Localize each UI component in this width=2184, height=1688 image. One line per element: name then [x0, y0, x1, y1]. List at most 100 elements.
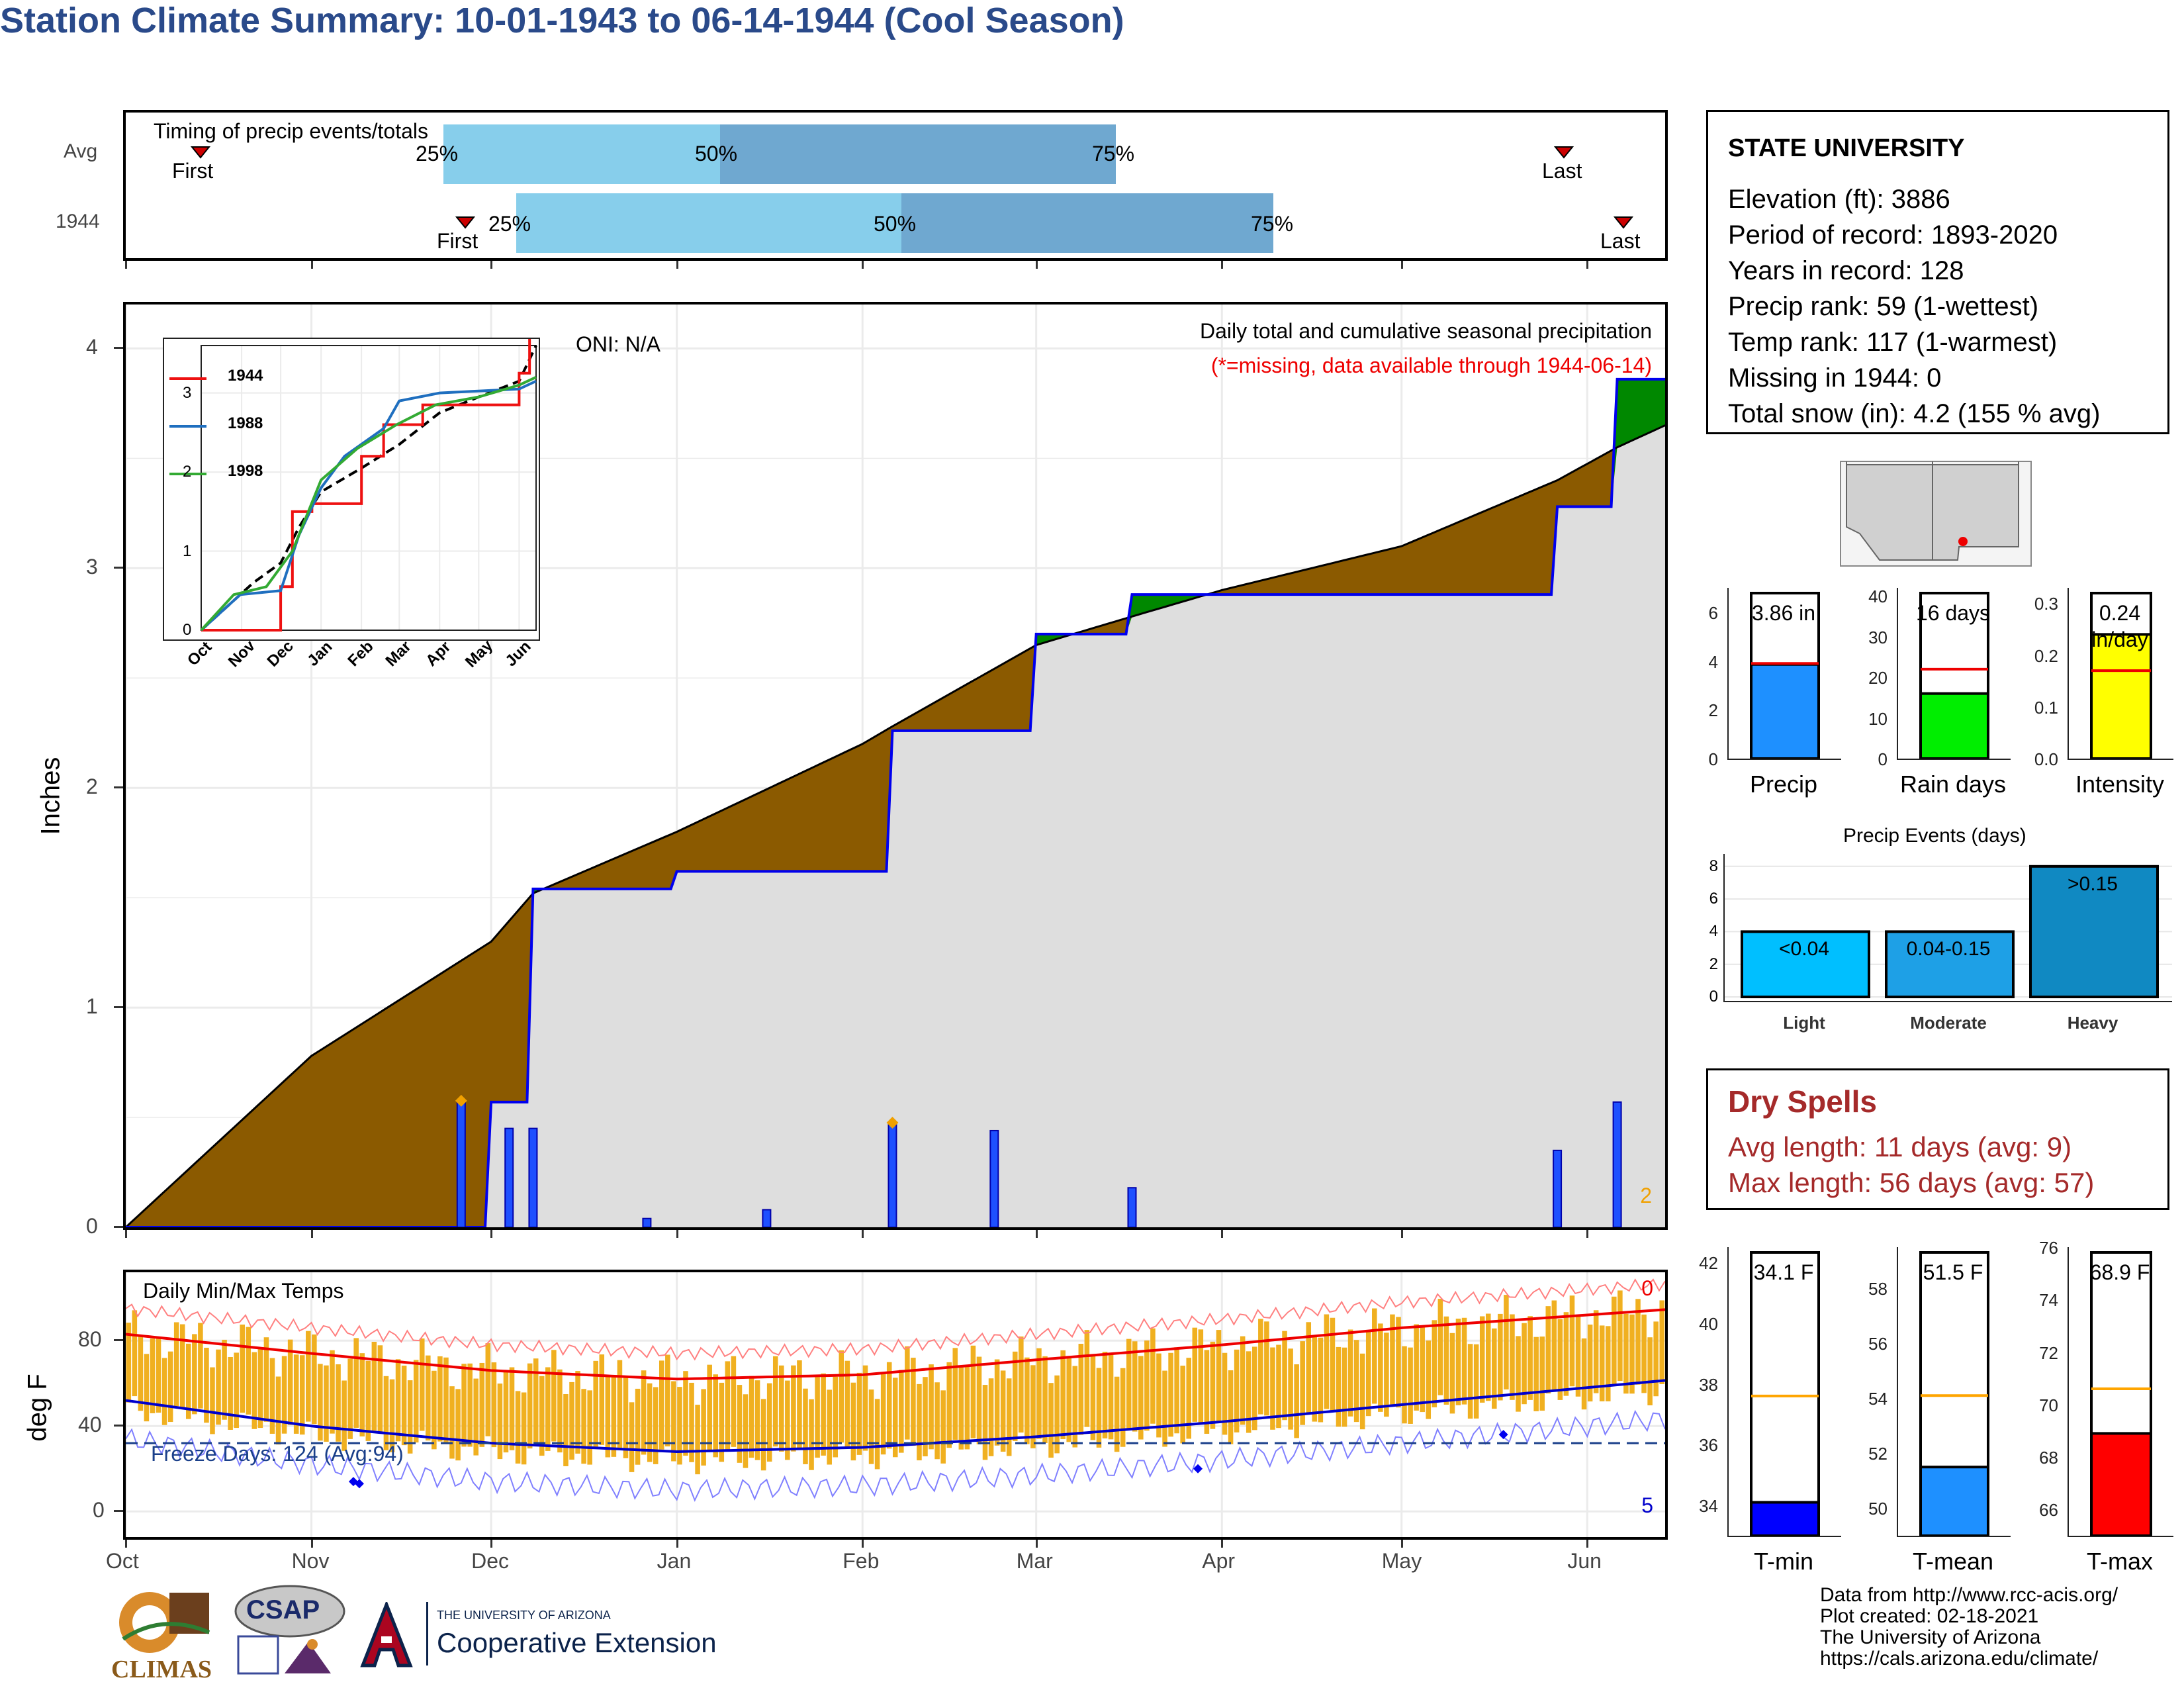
- daily-temp-bar: [1132, 1341, 1138, 1432]
- daily-temp-bar: [1629, 1314, 1635, 1394]
- timing-avg-p50: 50%: [695, 142, 738, 165]
- climas-logo: CLIMAS: [110, 1586, 217, 1683]
- daily-temp-bar: [1192, 1327, 1198, 1422]
- daily-temp-bar: [1557, 1319, 1563, 1400]
- daily-temp-bar: [419, 1338, 425, 1431]
- event-bar: [1741, 930, 1870, 998]
- event-bar-label: >0.15: [2068, 872, 2118, 895]
- daily-temp-bar: [1437, 1299, 1443, 1395]
- timing-avg-first: First: [172, 159, 214, 183]
- daily-temp-bar: [198, 1323, 203, 1409]
- daily-temp-bar: [868, 1389, 874, 1464]
- timing-1944-last: Last: [1600, 229, 1641, 253]
- month-tick-label: Apr: [1202, 1549, 1236, 1573]
- summary-value-bar: [2090, 1432, 2152, 1537]
- daily-temp-bar: [1587, 1324, 1593, 1402]
- daily-temp-bar: [287, 1339, 293, 1425]
- daily-temp-bar: [1420, 1327, 1425, 1413]
- temp-panel: Daily Min/Max Temps Freeze Days: 124 (Av…: [123, 1270, 1668, 1540]
- daily-temp-bar: [515, 1391, 521, 1464]
- inset-legend-1944: 1944: [228, 367, 263, 385]
- daily-temp-bar: [251, 1352, 257, 1429]
- daily-temp-bar: [1623, 1313, 1629, 1394]
- summary-tick-label: 20: [1868, 668, 1888, 688]
- summary-tick-label: 56: [1868, 1334, 1888, 1354]
- daily-temp-bar: [665, 1354, 670, 1447]
- daily-temp-bar: [1174, 1347, 1179, 1434]
- summary-tick-label: 0.1: [2034, 697, 2058, 718]
- temp-ytick-label: 0: [93, 1498, 105, 1523]
- month-tick: [125, 1540, 127, 1548]
- daily-temp-bar: [827, 1389, 832, 1465]
- temp-chart: [126, 1272, 1665, 1537]
- daily-temp-bar: [365, 1360, 371, 1441]
- station-name: STATE UNIVERSITY: [1728, 134, 1965, 162]
- precip-ytick-label: 4: [86, 335, 98, 359]
- daily-temp-bar: [312, 1334, 317, 1425]
- daily-temp-bar: [934, 1382, 940, 1460]
- daily-temp-bar: [772, 1356, 778, 1447]
- climas-logo-text: CLIMAS: [111, 1656, 212, 1683]
- daily-temp-bar: [234, 1352, 239, 1429]
- timing-1944-first-marker: [455, 216, 476, 229]
- summary-tick-label: 50: [1868, 1499, 1888, 1519]
- daily-temp-bar: [1180, 1366, 1185, 1444]
- daily-temp-bar: [437, 1356, 443, 1442]
- events-chart: [1725, 865, 2172, 999]
- daily-temp-bar: [1318, 1337, 1324, 1423]
- summary-tick-label: 54: [1868, 1389, 1888, 1409]
- summary-tick-label: 68: [2039, 1448, 2058, 1468]
- daily-temp-bar: [1492, 1328, 1497, 1409]
- daily-temp-bar: [179, 1324, 185, 1408]
- month-tick: [1221, 1540, 1224, 1548]
- event-category-label: Heavy: [2067, 1013, 2118, 1033]
- daily-temp-bar: [1276, 1344, 1281, 1429]
- month-tick-timing: [1586, 261, 1589, 269]
- daily-temp-bar: [1096, 1368, 1102, 1448]
- daily-temp-bar: [1330, 1317, 1336, 1411]
- timing-1944-bar-high: [901, 193, 1273, 253]
- daily-temp-bar: [743, 1394, 749, 1468]
- daily-temp-bar: [1060, 1350, 1066, 1440]
- daily-temp-bar: [779, 1365, 784, 1452]
- summary-value-label2: in/day: [2091, 628, 2148, 651]
- daily-temp-bar: [1414, 1324, 1419, 1411]
- inset-legend-1998: 1998: [228, 462, 263, 480]
- month-tick-precip: [310, 1230, 313, 1238]
- daily-temp-bar: [1336, 1346, 1342, 1427]
- daily-temp-bar: [281, 1356, 287, 1434]
- daily-temp-bar: [1353, 1340, 1359, 1423]
- daily-temp-bar: [1252, 1346, 1257, 1430]
- daily-temp-bar: [1455, 1319, 1461, 1405]
- daily-temp-bar: [905, 1346, 910, 1440]
- precip-ylabel: Inches: [36, 757, 66, 835]
- month-tick: [1400, 1540, 1403, 1548]
- daily-precip-bar: [989, 1129, 999, 1227]
- daily-temp-bar: [1048, 1383, 1054, 1458]
- daily-temp-bar: [407, 1380, 413, 1454]
- daily-temp-bar: [1449, 1333, 1455, 1414]
- timing-avg-p75: 75%: [1092, 142, 1135, 165]
- daily-temp-bar: [1019, 1336, 1024, 1433]
- summary-bar-svg: [1919, 592, 1989, 760]
- daily-temp-bar: [1617, 1290, 1623, 1382]
- daily-temp-bar: [1258, 1319, 1263, 1415]
- daily-temp-bar: [1545, 1306, 1551, 1394]
- summary-tick-label: 30: [1868, 627, 1888, 647]
- daily-temp-bar: [318, 1364, 323, 1441]
- footer-line-data: Data from http://www.rcc-acis.org/: [1820, 1584, 2118, 1606]
- temp-ytick: [114, 1510, 123, 1513]
- dry-spells-max: Max length: 56 days (avg: 57): [1728, 1167, 2095, 1198]
- daily-temp-bar: [1102, 1352, 1108, 1438]
- daily-temp-bar: [970, 1345, 976, 1438]
- summary-bar-svg: [2090, 592, 2152, 761]
- daily-temp-bar: [246, 1327, 251, 1415]
- summary-value-label: 68.9 F: [2089, 1260, 2150, 1284]
- daily-temp-bar: [1467, 1344, 1473, 1419]
- daily-temp-bar: [1078, 1344, 1084, 1435]
- event-tick-label: 0: [1709, 988, 1718, 1006]
- daily-temp-bar: [156, 1336, 161, 1413]
- timing-avg-p25: 25%: [416, 142, 459, 165]
- daily-temp-bar: [1510, 1314, 1515, 1400]
- daily-temp-bar: [976, 1356, 982, 1444]
